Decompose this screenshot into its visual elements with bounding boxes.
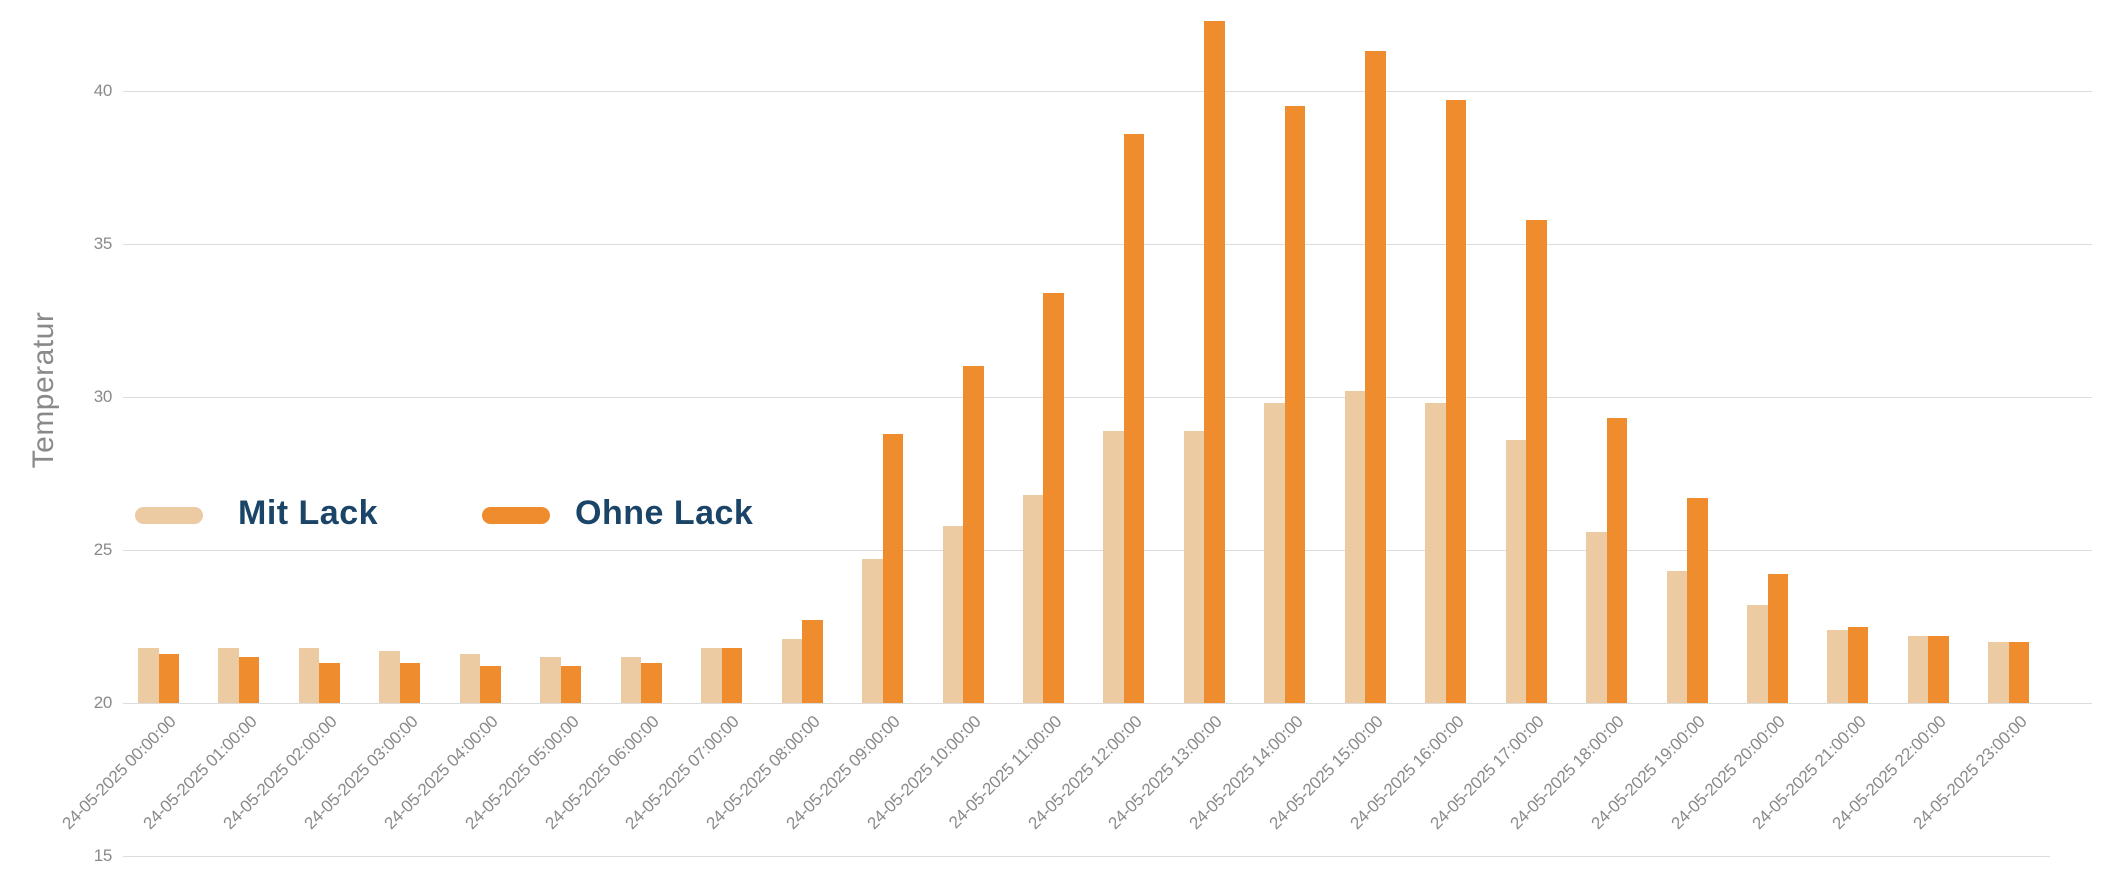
bar-mit-lack-21 xyxy=(1827,629,1848,703)
bar-ohne-lack-9 xyxy=(882,433,904,703)
gridline-15 xyxy=(123,856,2050,857)
bar-ohne-lack-20 xyxy=(1767,574,1788,703)
bar-ohne-lack-13 xyxy=(1204,20,1225,703)
bar-ohne-lack-12 xyxy=(1123,133,1145,703)
bar-ohne-lack-10 xyxy=(963,366,984,703)
bar-mit-lack-8 xyxy=(781,638,803,703)
gridline-30 xyxy=(123,397,2092,398)
bar-mit-lack-17 xyxy=(1505,439,1527,703)
bar-mit-lack-10 xyxy=(942,525,963,703)
legend-label-ohne-lack[interactable]: Ohne Lack xyxy=(575,493,754,532)
bar-mit-lack-12 xyxy=(1103,430,1124,703)
bar-ohne-lack-0 xyxy=(158,654,179,703)
bar-ohne-lack-3 xyxy=(399,663,421,703)
gridline-20 xyxy=(123,703,2092,704)
y-tick-label-15: 15 xyxy=(93,846,113,865)
bar-ohne-lack-14 xyxy=(1284,106,1306,703)
bar-ohne-lack-23 xyxy=(2008,641,2030,703)
bar-mit-lack-16 xyxy=(1425,403,1446,703)
legend-swatch-mit-lack[interactable] xyxy=(135,507,203,524)
bar-mit-lack-11 xyxy=(1022,494,1044,703)
legend-label-mit-lack[interactable]: Mit Lack xyxy=(238,493,379,532)
bar-mit-lack-18 xyxy=(1586,531,1607,703)
bar-ohne-lack-17 xyxy=(1526,219,1547,703)
gridline-40 xyxy=(123,91,2092,92)
bar-mit-lack-2 xyxy=(298,647,320,703)
bar-ohne-lack-11 xyxy=(1043,292,1064,703)
bar-ohne-lack-7 xyxy=(721,647,743,703)
bar-ohne-lack-8 xyxy=(802,620,823,703)
bar-mit-lack-6 xyxy=(620,657,642,703)
bar-ohne-lack-6 xyxy=(641,663,662,703)
bar-mit-lack-9 xyxy=(862,559,883,703)
bar-mit-lack-0 xyxy=(138,647,159,703)
y-tick-label-35: 35 xyxy=(93,234,113,253)
bar-mit-lack-22 xyxy=(1907,635,1929,703)
bar-mit-lack-15 xyxy=(1344,390,1366,703)
bar-mit-lack-23 xyxy=(1988,641,2009,703)
y-tick-label-30: 30 xyxy=(93,387,113,406)
legend-swatch-ohne-lack[interactable] xyxy=(482,507,550,524)
bar-ohne-lack-2 xyxy=(319,663,340,703)
bar-mit-lack-19 xyxy=(1666,571,1688,703)
y-tick-label-20: 20 xyxy=(93,693,113,712)
bar-mit-lack-3 xyxy=(379,650,400,703)
bar-mit-lack-20 xyxy=(1747,605,1768,703)
bar-ohne-lack-4 xyxy=(480,666,501,703)
y-tick-label-25: 25 xyxy=(93,540,113,559)
bar-ohne-lack-19 xyxy=(1687,497,1708,703)
bar-ohne-lack-1 xyxy=(238,657,260,703)
bar-ohne-lack-15 xyxy=(1365,51,1386,703)
bar-mit-lack-4 xyxy=(459,654,481,703)
bar-ohne-lack-5 xyxy=(560,666,582,703)
bar-ohne-lack-18 xyxy=(1606,418,1628,703)
y-tick-label-40: 40 xyxy=(93,81,113,100)
bar-mit-lack-7 xyxy=(701,647,722,703)
bar-mit-lack-1 xyxy=(218,647,239,703)
bar-ohne-lack-22 xyxy=(1928,635,1949,703)
bar-ohne-lack-16 xyxy=(1445,100,1467,703)
bar-mit-lack-14 xyxy=(1264,403,1285,703)
bar-mit-lack-5 xyxy=(540,657,561,703)
bar-mit-lack-13 xyxy=(1183,430,1205,703)
gridline-35 xyxy=(123,244,2092,245)
bar-ohne-lack-21 xyxy=(1847,626,1869,703)
